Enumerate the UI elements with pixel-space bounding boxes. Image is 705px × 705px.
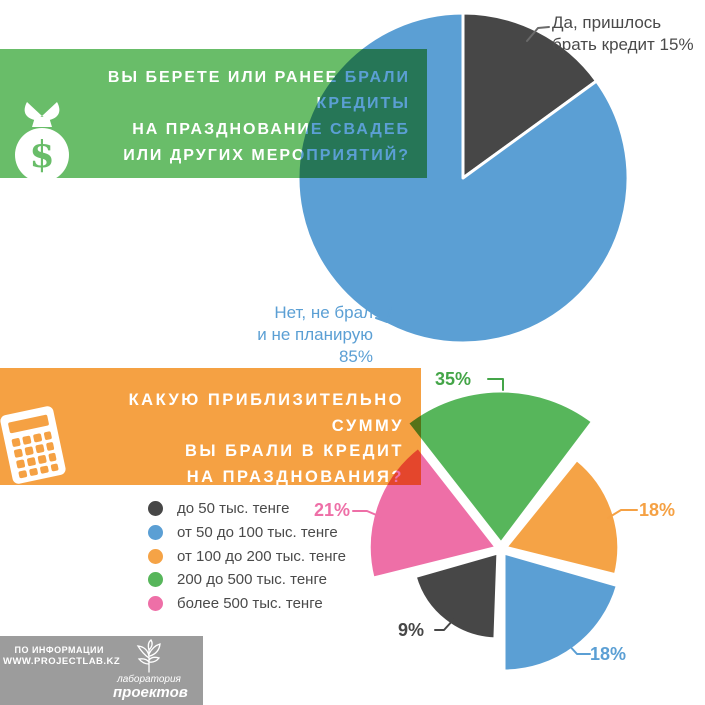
question-2-text: КАКУЮ ПРИБЛИЗИТЕЛЬНО СУММУ ВЫ БРАЛИ В КР… <box>70 368 404 490</box>
legend-label: от 100 до 200 тыс. тенге <box>177 547 346 565</box>
pie-chart-credit-taken <box>296 11 630 345</box>
leaf-logo-icon <box>136 639 161 673</box>
dollar-sign: $ <box>29 134 54 176</box>
calculator-icon <box>0 406 66 484</box>
pie1-slice-no-85 <box>296 11 630 345</box>
leader-line-yes <box>526 26 550 42</box>
amount-legend: до 50 тыс. тенге от 50 до 100 тыс. тенге… <box>148 497 346 615</box>
pct-label-21: 21% <box>314 500 351 520</box>
callout-no-label: Нет, не брал и не планирую 85% <box>220 302 373 368</box>
legend-label: от 50 до 100 тыс. тенге <box>177 524 338 542</box>
leader-line-18-orange <box>607 509 638 519</box>
legend-item-under-50: до 50 тыс. тенге <box>148 497 346 521</box>
pct-label-18-orange: 18% <box>639 500 676 520</box>
pct-label-35: 35% <box>435 369 472 389</box>
leader-line-35 <box>487 378 504 391</box>
legend-dot-blue <box>148 525 163 541</box>
legend-dot-green <box>148 572 163 588</box>
legend-item-50-100: от 50 до 100 тыс. тенге <box>148 521 346 545</box>
leader-line-no <box>375 307 392 323</box>
pct-label-18-blue: 18% <box>590 644 627 664</box>
money-bag-icon: $ <box>15 102 69 182</box>
pie1-slice-yes-15 <box>461 11 598 180</box>
pie2-slice-21 <box>367 445 498 580</box>
pie2-slice-9 <box>413 551 500 641</box>
legend-dot-pink <box>148 596 163 612</box>
logo-line1: лаборатория <box>117 674 181 685</box>
pie2-slice-18-blue <box>502 551 619 673</box>
callout-yes-label: Да, пришлось брать кредит 15% <box>552 12 702 56</box>
question-2-line1: КАКУЮ ПРИБЛИЗИТЕЛЬНО СУММУ <box>128 391 404 435</box>
legend-label: до 50 тыс. тенге <box>177 500 290 518</box>
leader-line-21 <box>352 510 382 518</box>
pct-label-9: 9% <box>398 620 425 640</box>
legend-label: более 500 тыс. тенге <box>177 595 323 613</box>
legend-dot-orange <box>148 548 163 564</box>
source-text: ПО ИНФОРМАЦИИ WWW.PROJECTLAB.KZ <box>3 644 121 668</box>
source-line2: WWW.PROJECTLAB.KZ <box>3 656 121 667</box>
source-line1: ПО ИНФОРМАЦИИ <box>14 645 104 655</box>
legend-dot-dark <box>148 501 163 517</box>
logo-line2: проектов <box>113 684 188 701</box>
callout-yes-line1: Да, пришлось <box>552 13 662 32</box>
source-footer: ПО ИНФОРМАЦИИ WWW.PROJECTLAB.KZ лаборато… <box>0 636 203 705</box>
legend-item-100-200: от 100 до 200 тыс. тенге <box>148 544 346 568</box>
callout-yes-line2: брать кредит 15% <box>552 35 694 54</box>
pie2-slice-35 <box>405 389 594 545</box>
legend-item-200-500: 200 до 500 тыс. тенге <box>148 568 346 592</box>
legend-label: 200 до 500 тыс. тенге <box>177 571 327 589</box>
leader-line-18-blue <box>565 641 591 655</box>
pie-chart-credit-amount <box>352 378 638 673</box>
question-2-banner: КАКУЮ ПРИБЛИЗИТЕЛЬНО СУММУ ВЫ БРАЛИ В КР… <box>0 368 421 486</box>
question-2-line3: НА ПРАЗДНОВАНИЯ? <box>186 467 404 486</box>
callout-no-line2: и не планирую 85% <box>257 325 373 366</box>
legend-item-over-500: более 500 тыс. тенге <box>148 592 346 616</box>
callout-no-line1: Нет, не брал <box>274 303 373 322</box>
projectlab-logo: лаборатория проектов <box>113 638 188 701</box>
pie2-slice-18-orange <box>504 458 621 577</box>
question-2-line2: ВЫ БРАЛИ В КРЕДИТ <box>185 442 404 460</box>
leader-line-9 <box>434 618 455 631</box>
